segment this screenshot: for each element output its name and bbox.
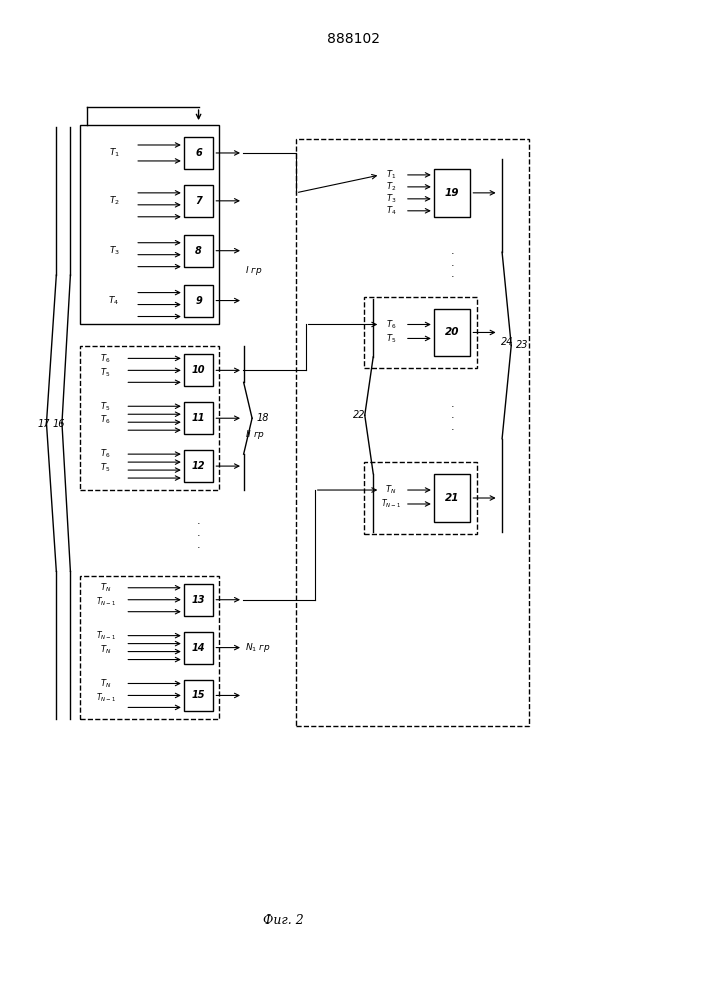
Text: 24: 24 (501, 337, 514, 347)
Bar (81, 125, 219, 324)
Text: Фиг. 2: Фиг. 2 (263, 914, 303, 927)
Text: 7: 7 (195, 196, 202, 206)
Text: 888102: 888102 (327, 32, 380, 46)
Text: $T_6$: $T_6$ (385, 318, 396, 331)
Text: $T_5$: $T_5$ (386, 332, 396, 345)
Text: $N_1$ гр: $N_1$ гр (245, 641, 271, 654)
Bar (81, 346, 219, 490)
Bar (184, 285, 214, 317)
Bar (184, 185, 214, 217)
Text: $T_2$: $T_2$ (109, 195, 119, 207)
Text: $T_1$: $T_1$ (386, 169, 396, 181)
Text: $T_6$: $T_6$ (100, 414, 111, 426)
Text: $T_{N-1}$: $T_{N-1}$ (95, 629, 116, 642)
Text: $T_5$: $T_5$ (100, 366, 111, 379)
Bar (434, 474, 470, 522)
Bar (184, 354, 214, 386)
Bar (434, 309, 470, 356)
Bar (296, 139, 529, 726)
Bar (184, 632, 214, 664)
Text: $T_6$: $T_6$ (100, 352, 111, 365)
Text: .
.
.: . . . (450, 246, 454, 279)
Bar (184, 680, 214, 711)
Text: 9: 9 (195, 296, 202, 306)
Text: .
.
.: . . . (197, 516, 200, 550)
Text: 19: 19 (445, 188, 460, 198)
Text: 17: 17 (37, 419, 50, 429)
Text: 13: 13 (192, 595, 205, 605)
Bar (184, 450, 214, 482)
Text: $T_4$: $T_4$ (108, 294, 119, 307)
Text: 18: 18 (257, 413, 269, 423)
Bar (81, 576, 219, 719)
Bar (184, 402, 214, 434)
Bar (434, 169, 470, 217)
Text: $T_{N-1}$: $T_{N-1}$ (95, 691, 116, 704)
Text: 21: 21 (445, 493, 460, 503)
Text: $T_N$: $T_N$ (100, 677, 111, 690)
Text: .
.
.: . . . (450, 399, 454, 432)
Text: $T_{N-1}$: $T_{N-1}$ (95, 595, 116, 608)
Text: 8: 8 (195, 246, 202, 256)
Text: $T_N$: $T_N$ (100, 582, 111, 594)
Text: $T_2$: $T_2$ (386, 181, 396, 193)
Text: $T_3$: $T_3$ (109, 244, 119, 257)
Text: 22: 22 (353, 410, 366, 420)
Text: 20: 20 (445, 327, 460, 337)
Text: $T_3$: $T_3$ (385, 193, 396, 205)
Text: 16: 16 (53, 419, 65, 429)
Text: 14: 14 (192, 643, 205, 653)
Text: $T_5$: $T_5$ (100, 462, 111, 474)
Text: 11: 11 (192, 413, 205, 423)
Bar (184, 235, 214, 267)
Bar (184, 584, 214, 616)
Bar (184, 137, 214, 169)
Text: $T_{N-1}$: $T_{N-1}$ (381, 498, 401, 510)
Text: 12: 12 (192, 461, 205, 471)
Text: 23: 23 (516, 340, 529, 350)
Bar (364, 462, 477, 534)
Text: $T_4$: $T_4$ (385, 205, 396, 217)
Text: $I$ гр: $I$ гр (245, 264, 262, 277)
Text: $T_5$: $T_5$ (100, 400, 111, 413)
Text: 10: 10 (192, 365, 205, 375)
Text: $T_N$: $T_N$ (100, 643, 111, 656)
Text: 15: 15 (192, 690, 205, 700)
Text: 6: 6 (195, 148, 202, 158)
Text: $T_1$: $T_1$ (109, 147, 119, 159)
Text: $T_6$: $T_6$ (100, 448, 111, 460)
Text: $T_N$: $T_N$ (385, 484, 397, 496)
Text: $II$ гр: $II$ гр (245, 428, 265, 441)
Bar (364, 297, 477, 368)
